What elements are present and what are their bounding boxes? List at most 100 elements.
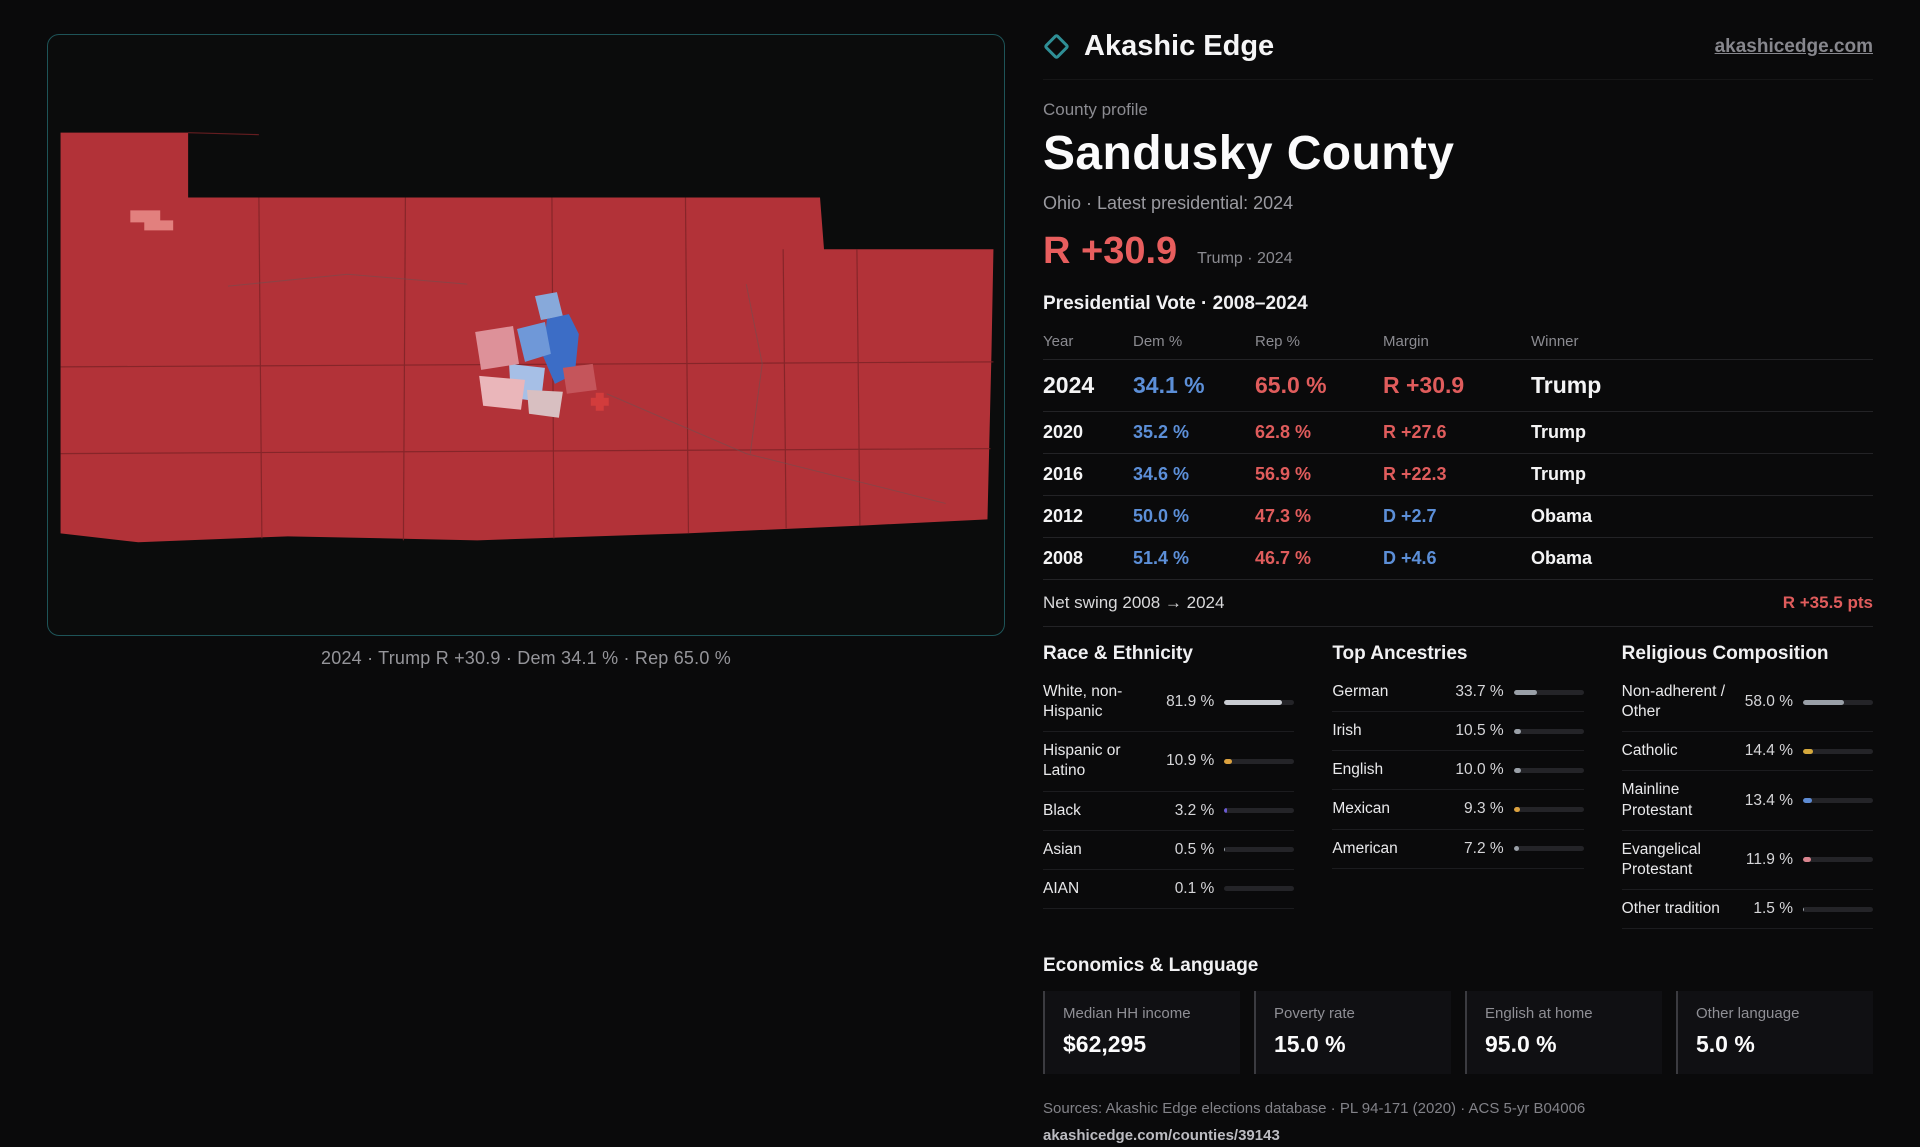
item-bar <box>1224 699 1295 705</box>
item-label: Asian <box>1043 840 1082 858</box>
item-label: Non-adherent / Other <box>1621 683 1726 721</box>
item-bar <box>1224 808 1295 814</box>
map-caption: 2024 · Trump R +30.9 · Dem 34.1 % · Rep … <box>321 648 731 668</box>
cell-year: 2020 <box>1043 422 1084 442</box>
township-lines <box>227 273 946 504</box>
item-bar <box>1224 758 1295 764</box>
item-label: Evangelical Protestant <box>1621 840 1701 878</box>
col-winner: Winner <box>1531 333 1579 350</box>
stat-card-english-at-home: English at home 95.0 % <box>1465 991 1662 1075</box>
stat-value: 95.0 % <box>1485 1031 1557 1058</box>
item-bar <box>1802 857 1873 863</box>
stat-card-other-language: Other language 5.0 % <box>1676 991 1873 1075</box>
presidential-vote-table: Year Dem % Rep % Margin Winner 2024 34.1… <box>1043 323 1873 627</box>
cell-dem: 34.1 % <box>1133 372 1205 398</box>
stat-value: 15.0 % <box>1274 1031 1346 1058</box>
stat-label: Median HH income <box>1063 1005 1191 1023</box>
list-item: Evangelical Protestant 11.9 % <box>1621 831 1873 890</box>
list-item: American 7.2 % <box>1332 830 1584 869</box>
brand-diamond-icon <box>1043 33 1070 60</box>
cell-winner: Trump <box>1531 422 1587 442</box>
item-label: German <box>1332 683 1389 700</box>
table-row: 2024 34.1 % 65.0 % R +30.9 Trump <box>1043 359 1873 411</box>
item-value: 3.2 % <box>1174 801 1215 819</box>
list-item: Mainline Protestant 13.4 % <box>1621 771 1873 831</box>
vote-table-title: Presidential Vote · 2008–2024 <box>1043 293 1308 314</box>
county-map-panel[interactable] <box>47 34 1005 636</box>
stat-card-median-income: Median HH income $62,295 <box>1043 991 1240 1075</box>
item-label: English <box>1332 761 1384 779</box>
item-bar <box>1802 748 1873 754</box>
item-value: 13.4 % <box>1744 791 1793 809</box>
list-item: Asian 0.5 % <box>1043 831 1295 870</box>
item-value: 33.7 % <box>1455 683 1504 701</box>
item-value: 0.5 % <box>1174 840 1215 858</box>
list-item: Black 3.2 % <box>1043 792 1295 831</box>
race-ethnicity-column: Race & Ethnicity White, non-Hispanic 81.… <box>1043 643 1295 929</box>
religion-title: Religious Composition <box>1621 643 1829 664</box>
cell-margin: R +27.6 <box>1383 422 1447 442</box>
item-bar <box>1802 798 1873 804</box>
item-value: 11.9 % <box>1745 850 1793 868</box>
item-label: Catholic <box>1621 742 1678 760</box>
stat-value: $62,295 <box>1063 1031 1147 1058</box>
item-label: White, non-Hispanic <box>1043 683 1123 721</box>
list-item: Irish 10.5 % <box>1332 712 1584 752</box>
eyebrow-label: County profile <box>1043 100 1148 119</box>
county-profile-panel: Akashic Edge akashicedge.com County prof… <box>1043 30 1873 1147</box>
cell-year: 2008 <box>1043 548 1084 568</box>
item-label: Black <box>1043 801 1081 819</box>
item-value: 7.2 % <box>1464 839 1504 857</box>
stat-value: 5.0 % <box>1696 1031 1755 1058</box>
sources-text: Sources: Akashic Edge elections database… <box>1043 1100 1586 1118</box>
demographics-section: Race & Ethnicity White, non-Hispanic 81.… <box>1043 643 1873 930</box>
headline-margin-row: R +30.9 Trump · 2024 <box>1043 230 1873 273</box>
headline-margin-note: Trump · 2024 <box>1197 250 1293 267</box>
cell-margin: R +30.9 <box>1383 372 1465 398</box>
cell-rep: 65.0 % <box>1255 372 1327 398</box>
page-subtitle: Ohio · Latest presidential: 2024 <box>1043 193 1294 213</box>
site-link[interactable]: akashicedge.com <box>1714 35 1873 57</box>
item-label: Irish <box>1332 722 1362 740</box>
city-precinct-cluster <box>475 292 609 418</box>
list-item: English 10.0 % <box>1332 751 1584 791</box>
table-row: 2016 34.6 % 56.9 % R +22.3 Trump <box>1043 453 1873 495</box>
item-label: Mainline Protestant <box>1621 781 1693 819</box>
item-bar <box>1513 728 1584 734</box>
item-label: Hispanic or Latino <box>1043 742 1121 780</box>
table-row: 2020 35.2 % 62.8 % R +27.6 Trump <box>1043 411 1873 453</box>
net-swing-row: Net swing 2008 → 2024 R +35.5 pts <box>1043 579 1873 627</box>
precinct-patch-light-red <box>130 210 174 231</box>
ancestries-title: Top Ancestries <box>1332 643 1468 664</box>
cell-winner: Trump <box>1531 372 1602 398</box>
list-item: Mexican 9.3 % <box>1332 790 1584 830</box>
table-row: 2012 50.0 % 47.3 % D +2.7 Obama <box>1043 495 1873 537</box>
stat-card-poverty-rate: Poverty rate 15.0 % <box>1254 991 1451 1075</box>
cell-year: 2024 <box>1043 372 1095 398</box>
item-value: 81.9 % <box>1166 693 1215 711</box>
cell-rep: 62.8 % <box>1255 422 1312 442</box>
item-value: 1.5 % <box>1753 900 1793 918</box>
item-label: American <box>1332 839 1398 857</box>
stat-label: Other language <box>1696 1005 1800 1023</box>
table-row: 2008 51.4 % 46.7 % D +4.6 Obama <box>1043 537 1873 579</box>
item-value: 10.0 % <box>1455 761 1504 779</box>
cell-winner: Obama <box>1531 548 1593 568</box>
col-year: Year <box>1043 333 1074 350</box>
col-rep: Rep % <box>1255 333 1301 350</box>
item-value: 10.5 % <box>1455 722 1504 740</box>
cell-dem: 35.2 % <box>1133 422 1190 442</box>
list-item: White, non-Hispanic 81.9 % <box>1043 673 1295 733</box>
economics-title: Economics & Language <box>1043 955 1259 977</box>
item-label: Mexican <box>1332 800 1391 818</box>
stat-label: English at home <box>1485 1005 1593 1023</box>
item-label: AIAN <box>1043 879 1080 897</box>
list-item: Non-adherent / Other 58.0 % <box>1621 673 1873 733</box>
item-bar <box>1224 847 1295 853</box>
item-bar <box>1513 846 1584 852</box>
app-header: Akashic Edge akashicedge.com <box>1043 30 1873 80</box>
permalink-link[interactable]: akashicedge.com/counties/39143 <box>1043 1126 1280 1144</box>
economics-stats: Median HH income $62,295 Poverty rate 15… <box>1043 991 1873 1075</box>
county-precinct-map[interactable] <box>48 35 1004 635</box>
headline-margin-value: R +30.9 <box>1043 230 1178 272</box>
